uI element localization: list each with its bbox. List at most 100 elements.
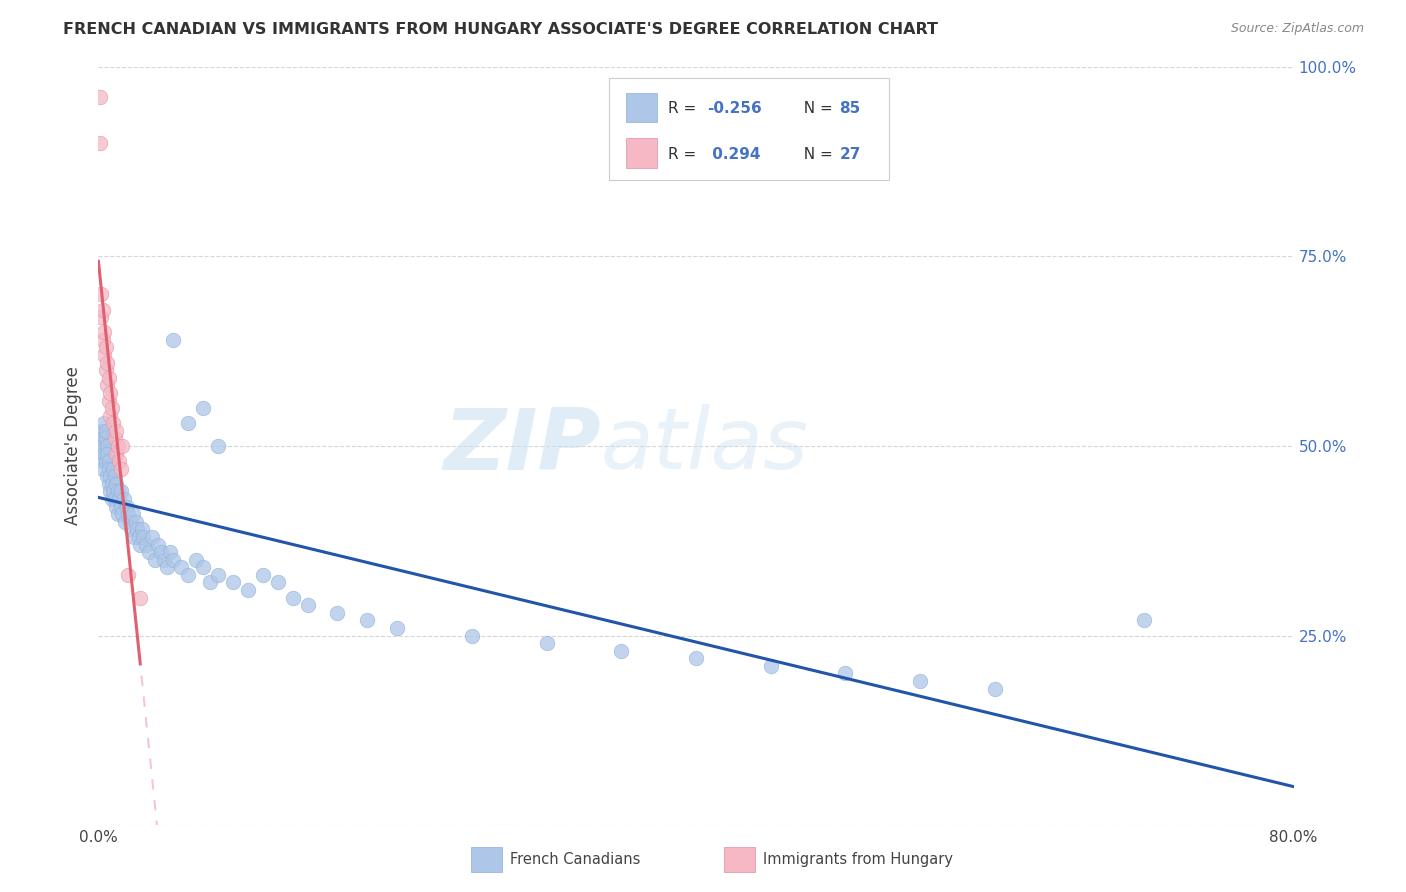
- Point: [98, 469, 122, 483]
- Point: [94, 454, 117, 468]
- Point: [93, 416, 115, 430]
- Point: [103, 416, 125, 430]
- Point: [91, 302, 114, 317]
- Point: [118, 515, 141, 529]
- Point: [93, 446, 115, 460]
- Point: [162, 333, 184, 347]
- Point: [93, 348, 115, 362]
- Y-axis label: Associate's Degree: Associate's Degree: [65, 367, 83, 525]
- Point: [177, 568, 200, 582]
- Text: Source: ZipAtlas.com: Source: ZipAtlas.com: [1230, 22, 1364, 36]
- Point: [150, 545, 173, 559]
- Point: [117, 568, 139, 582]
- Point: [96, 356, 118, 370]
- Point: [104, 432, 127, 446]
- Point: [162, 552, 184, 567]
- Point: [101, 476, 124, 491]
- Point: [97, 454, 120, 468]
- Point: [156, 560, 179, 574]
- Point: [222, 575, 245, 590]
- Point: [177, 416, 200, 430]
- Point: [908, 674, 931, 689]
- Point: [91, 432, 114, 446]
- Text: N =: N =: [794, 102, 838, 117]
- Text: 27: 27: [839, 147, 860, 162]
- Point: [114, 515, 136, 529]
- Point: [110, 500, 132, 514]
- Point: [89, 136, 111, 150]
- Point: [281, 591, 304, 605]
- Point: [105, 424, 128, 438]
- Point: [96, 446, 118, 460]
- Point: [90, 454, 112, 468]
- Text: French Canadians: French Canadians: [510, 853, 641, 867]
- Point: [127, 522, 149, 536]
- Point: [115, 500, 138, 514]
- Point: [759, 658, 782, 673]
- Point: [207, 568, 229, 582]
- Point: [191, 560, 214, 574]
- Point: [125, 515, 148, 529]
- Point: [103, 462, 125, 476]
- Point: [148, 537, 170, 551]
- Point: [89, 90, 111, 104]
- Point: [105, 500, 128, 514]
- Point: [94, 432, 117, 446]
- Point: [191, 401, 214, 416]
- Point: [96, 378, 118, 392]
- Point: [90, 287, 112, 301]
- Point: [104, 492, 127, 507]
- Point: [94, 363, 117, 377]
- Point: [98, 484, 122, 499]
- Point: [297, 599, 319, 613]
- Point: [132, 530, 155, 544]
- Text: N =: N =: [794, 147, 838, 162]
- Point: [104, 469, 127, 483]
- Point: [107, 484, 129, 499]
- Point: [356, 614, 378, 628]
- Point: [97, 476, 120, 491]
- Point: [153, 552, 176, 567]
- Text: R =: R =: [668, 147, 702, 162]
- Point: [128, 530, 150, 544]
- Point: [536, 636, 558, 650]
- Point: [141, 530, 163, 544]
- Point: [91, 439, 114, 453]
- Point: [89, 439, 111, 453]
- Text: Immigrants from Hungary: Immigrants from Hungary: [763, 853, 953, 867]
- Point: [834, 666, 856, 681]
- Point: [94, 424, 117, 438]
- Point: [110, 462, 132, 476]
- Point: [98, 386, 122, 401]
- Point: [685, 651, 707, 665]
- Text: 0.294: 0.294: [707, 147, 761, 162]
- Text: R =: R =: [668, 102, 702, 117]
- Point: [90, 424, 112, 438]
- Point: [121, 507, 143, 521]
- Point: [169, 560, 191, 574]
- Point: [610, 644, 633, 658]
- Point: [103, 484, 125, 499]
- Point: [96, 469, 118, 483]
- Point: [129, 537, 152, 551]
- Point: [105, 476, 128, 491]
- Point: [129, 591, 152, 605]
- Point: [111, 507, 134, 521]
- Point: [326, 606, 349, 620]
- Point: [131, 522, 153, 536]
- Point: [984, 681, 1007, 696]
- Point: [200, 575, 222, 590]
- Point: [124, 530, 146, 544]
- Point: [143, 552, 166, 567]
- Point: [91, 462, 114, 476]
- Point: [97, 393, 120, 408]
- Point: [111, 439, 134, 453]
- Point: [112, 492, 135, 507]
- Point: [98, 409, 122, 423]
- Text: ZIP: ZIP: [443, 404, 600, 488]
- Point: [94, 340, 117, 354]
- Text: -0.256: -0.256: [707, 102, 762, 117]
- Point: [97, 371, 120, 385]
- Point: [108, 492, 131, 507]
- Point: [97, 462, 120, 476]
